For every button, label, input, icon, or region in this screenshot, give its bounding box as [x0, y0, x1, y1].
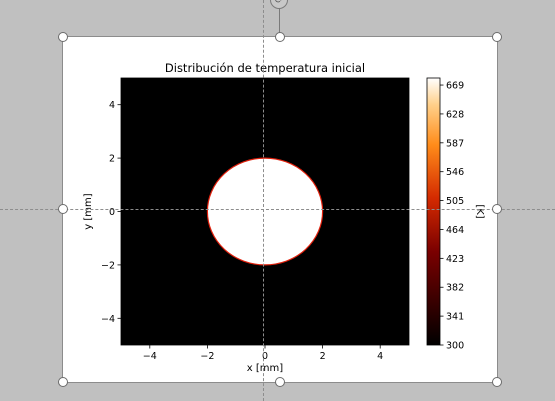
x-tick-label: 0 — [262, 351, 268, 362]
rotate-icon[interactable]: ⟳ — [270, 0, 288, 9]
x-tick-label: −4 — [143, 351, 157, 362]
colorbar-tick-label: 423 — [446, 254, 464, 265]
resize-handle-bottom-right[interactable] — [492, 377, 502, 387]
y-axis-label: y [mm] — [83, 193, 94, 229]
colorbar-tick-label: 587 — [446, 138, 464, 149]
vertical-alignment-guide — [263, 0, 264, 401]
colorbar-tick-label: 669 — [446, 81, 464, 92]
colorbar-tick-label: 464 — [446, 225, 464, 236]
resize-handle-top-center[interactable] — [275, 32, 285, 42]
colorbar — [426, 77, 441, 346]
x-tick-label: −2 — [200, 351, 214, 362]
resize-handle-bottom-center[interactable] — [275, 377, 285, 387]
colorbar-tick-label: 628 — [446, 109, 464, 120]
x-axis-label: x [mm] — [247, 363, 283, 374]
hot-disk-region — [206, 157, 324, 266]
colorbar-tick-label: 382 — [446, 283, 464, 294]
colorbar-tick-label: 505 — [446, 196, 464, 207]
resize-handle-middle-left[interactable] — [58, 204, 68, 214]
resize-handle-middle-right[interactable] — [492, 204, 502, 214]
horizontal-alignment-guide — [0, 209, 555, 210]
y-tick-label: 2 — [109, 154, 115, 165]
colorbar-tick-label: 546 — [446, 167, 464, 178]
y-tick-label: 4 — [109, 100, 115, 111]
x-tick-label: 4 — [377, 351, 383, 362]
colorbar-tick-label: 341 — [446, 312, 464, 323]
y-tick-label: −2 — [101, 260, 115, 271]
temperature-plot: Distribución de temperatura inicial −4 −2 0… — [83, 61, 485, 374]
resize-handle-top-right[interactable] — [492, 32, 502, 42]
rotate-stem — [279, 5, 280, 37]
y-tick-label: −4 — [101, 314, 115, 325]
x-tick-label: 2 — [320, 351, 326, 362]
colorbar-tick-label: 300 — [446, 341, 464, 352]
resize-handle-bottom-left[interactable] — [58, 377, 68, 387]
colorbar-label: [K] — [474, 204, 485, 218]
y-tick-label: 0 — [109, 207, 115, 218]
resize-handle-top-left[interactable] — [58, 32, 68, 42]
chart-title: Distribución de temperatura inicial — [165, 61, 365, 75]
